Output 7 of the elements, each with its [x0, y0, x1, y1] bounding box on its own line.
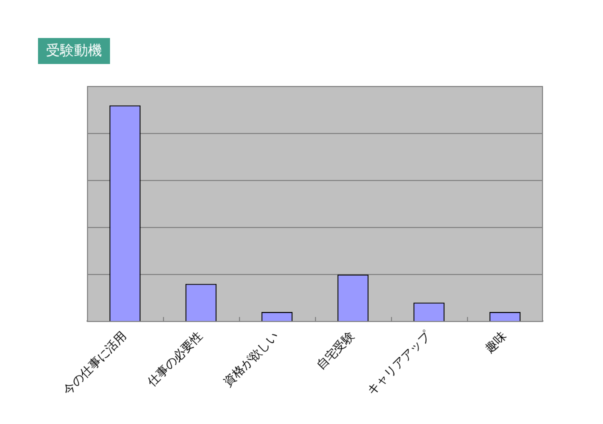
x-tick-label: 資格が欲しい: [220, 328, 282, 390]
x-tick-label: キャリアアップ: [364, 328, 434, 398]
x-tick-label: 趣味: [482, 328, 510, 356]
x-tick-label: 今の仕事に活用: [60, 328, 130, 398]
x-tick-label: 自宅受験: [313, 328, 358, 372]
chart-title: 受験動機: [38, 38, 110, 64]
x-tick-label: 仕事の必要性: [144, 328, 206, 390]
